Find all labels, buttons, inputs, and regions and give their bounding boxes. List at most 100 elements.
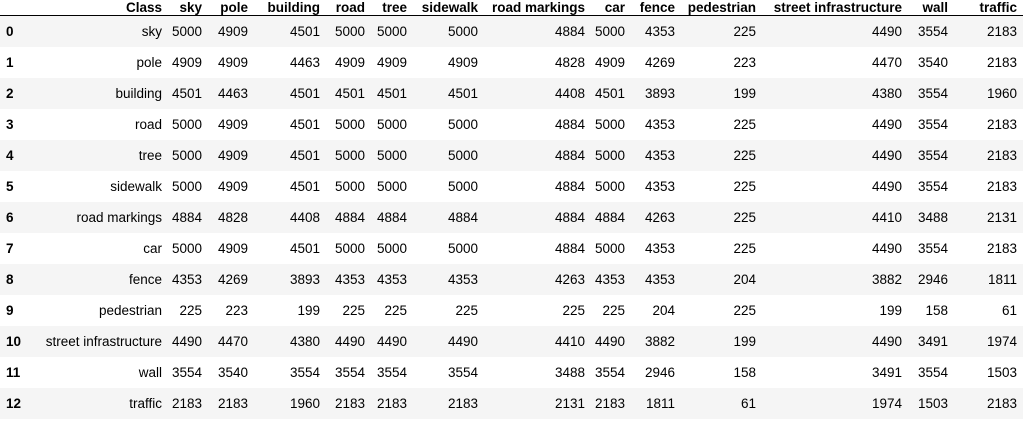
count-cell: 4884	[447, 209, 478, 225]
count-cell: 4909	[217, 23, 248, 39]
row-index: 9	[6, 302, 14, 318]
count-cell: 1974	[986, 333, 1017, 349]
count-cell: 3554	[171, 364, 202, 380]
count-cell: 5000	[447, 23, 478, 39]
count-cell: 4501	[289, 240, 320, 256]
count-cell: 4353	[644, 240, 675, 256]
count-cell: 4884	[554, 209, 585, 225]
count-cell: 204	[733, 271, 756, 287]
count-cell: 199	[879, 302, 902, 318]
count-cell: 204	[652, 302, 675, 318]
count-cell: 2946	[917, 271, 948, 287]
count-cell: 3893	[289, 271, 320, 287]
class-name-cell: car	[143, 240, 162, 256]
count-cell: 2183	[171, 395, 202, 411]
class-name-cell: road	[134, 116, 162, 132]
class-name-cell: pedestrian	[98, 302, 162, 318]
count-cell: 4353	[334, 271, 365, 287]
count-cell: 4501	[334, 85, 365, 101]
count-cell: 5000	[447, 178, 478, 194]
count-cell: 2183	[334, 395, 365, 411]
count-cell: 4884	[594, 209, 625, 225]
table-row: 5 sidewalk 5000 4909 4501 5000 5000 5000 4884 500…	[0, 170, 1023, 202]
count-cell: 5000	[171, 147, 202, 163]
count-cell: 1811	[645, 395, 675, 411]
count-cell: 4501	[289, 85, 320, 101]
count-cell: 4884	[554, 240, 585, 256]
count-cell: 4380	[871, 85, 902, 101]
row-index: 8	[6, 271, 14, 287]
count-cell: 4490	[871, 178, 902, 194]
count-cell: 5000	[447, 147, 478, 163]
count-cell: 4263	[554, 271, 585, 287]
count-cell: 4490	[871, 116, 902, 132]
count-cell: 223	[733, 54, 756, 70]
count-cell: 4490	[376, 333, 407, 349]
count-cell: 5000	[171, 240, 202, 256]
count-cell: 3540	[917, 54, 948, 70]
count-cell: 2183	[986, 240, 1017, 256]
table-row: 7 car 5000 4909 4501 5000 5000 5000 4884 5000 4353…	[0, 232, 1023, 264]
count-cell: 4884	[171, 209, 202, 225]
table-row: 9 pedestrian 225 223 199 225 225 225 225 225 204 22…	[0, 294, 1023, 326]
count-cell: 5000	[594, 23, 625, 39]
count-cell: 225	[733, 240, 756, 256]
row-index: 0	[6, 23, 14, 39]
column-header: pole	[208, 0, 254, 16]
count-cell: 4501	[171, 85, 202, 101]
table-row: 4 tree 5000 4909 4501 5000 5000 5000 4884 5000 435…	[0, 139, 1023, 171]
count-cell: 2183	[986, 147, 1017, 163]
count-cell: 4353	[644, 147, 675, 163]
count-cell: 4470	[871, 54, 902, 70]
count-cell: 4490	[594, 333, 625, 349]
count-cell: 2183	[986, 395, 1017, 411]
count-cell: 1503	[917, 395, 948, 411]
row-index: 2	[6, 85, 14, 101]
count-cell: 5000	[334, 240, 365, 256]
count-cell: 4490	[447, 333, 478, 349]
count-cell: 3554	[447, 364, 478, 380]
table-row: 6 road markings 4884 4828 4408 4884 4884 4884 48…	[0, 201, 1023, 233]
count-cell: 5000	[334, 147, 365, 163]
table-row: 8 fence 4353 4269 3893 4353 4353 4353 4263 4353 43…	[0, 263, 1023, 295]
count-cell: 4909	[217, 178, 248, 194]
row-index: 6	[6, 209, 14, 225]
column-header: building	[254, 0, 326, 16]
count-cell: 4410	[871, 209, 902, 225]
row-index: 7	[6, 240, 14, 256]
count-cell: 4353	[644, 116, 675, 132]
count-cell: 3540	[217, 364, 248, 380]
count-cell: 4380	[289, 333, 320, 349]
count-cell: 4470	[217, 333, 248, 349]
class-name-cell: wall	[138, 364, 162, 380]
count-cell: 5000	[376, 23, 407, 39]
count-cell: 3491	[917, 333, 948, 349]
count-cell: 4353	[644, 271, 675, 287]
class-name-cell: building	[115, 85, 162, 101]
count-cell: 225	[455, 302, 478, 318]
count-cell: 5000	[447, 240, 478, 256]
count-cell: 3554	[334, 364, 365, 380]
count-cell: 4490	[871, 333, 902, 349]
count-cell: 225	[733, 116, 756, 132]
count-cell: 4909	[217, 240, 248, 256]
column-header: Class	[30, 0, 168, 16]
count-cell: 225	[733, 23, 756, 39]
column-header: car	[591, 0, 631, 16]
column-header: street infrastructure	[762, 0, 908, 16]
count-cell: 4501	[289, 23, 320, 39]
row-index: 4	[6, 147, 14, 163]
count-cell: 3554	[594, 364, 625, 380]
count-cell: 4884	[554, 147, 585, 163]
index-header	[0, 0, 30, 16]
column-header: fence	[631, 0, 681, 16]
count-cell: 4490	[871, 23, 902, 39]
count-cell: 5000	[376, 116, 407, 132]
count-cell: 223	[225, 302, 248, 318]
count-cell: 4353	[171, 271, 202, 287]
column-header: traffic	[954, 0, 1023, 16]
count-cell: 2183	[986, 116, 1017, 132]
count-cell: 4263	[644, 209, 675, 225]
count-cell: 4490	[871, 147, 902, 163]
row-index: 1	[6, 54, 14, 70]
